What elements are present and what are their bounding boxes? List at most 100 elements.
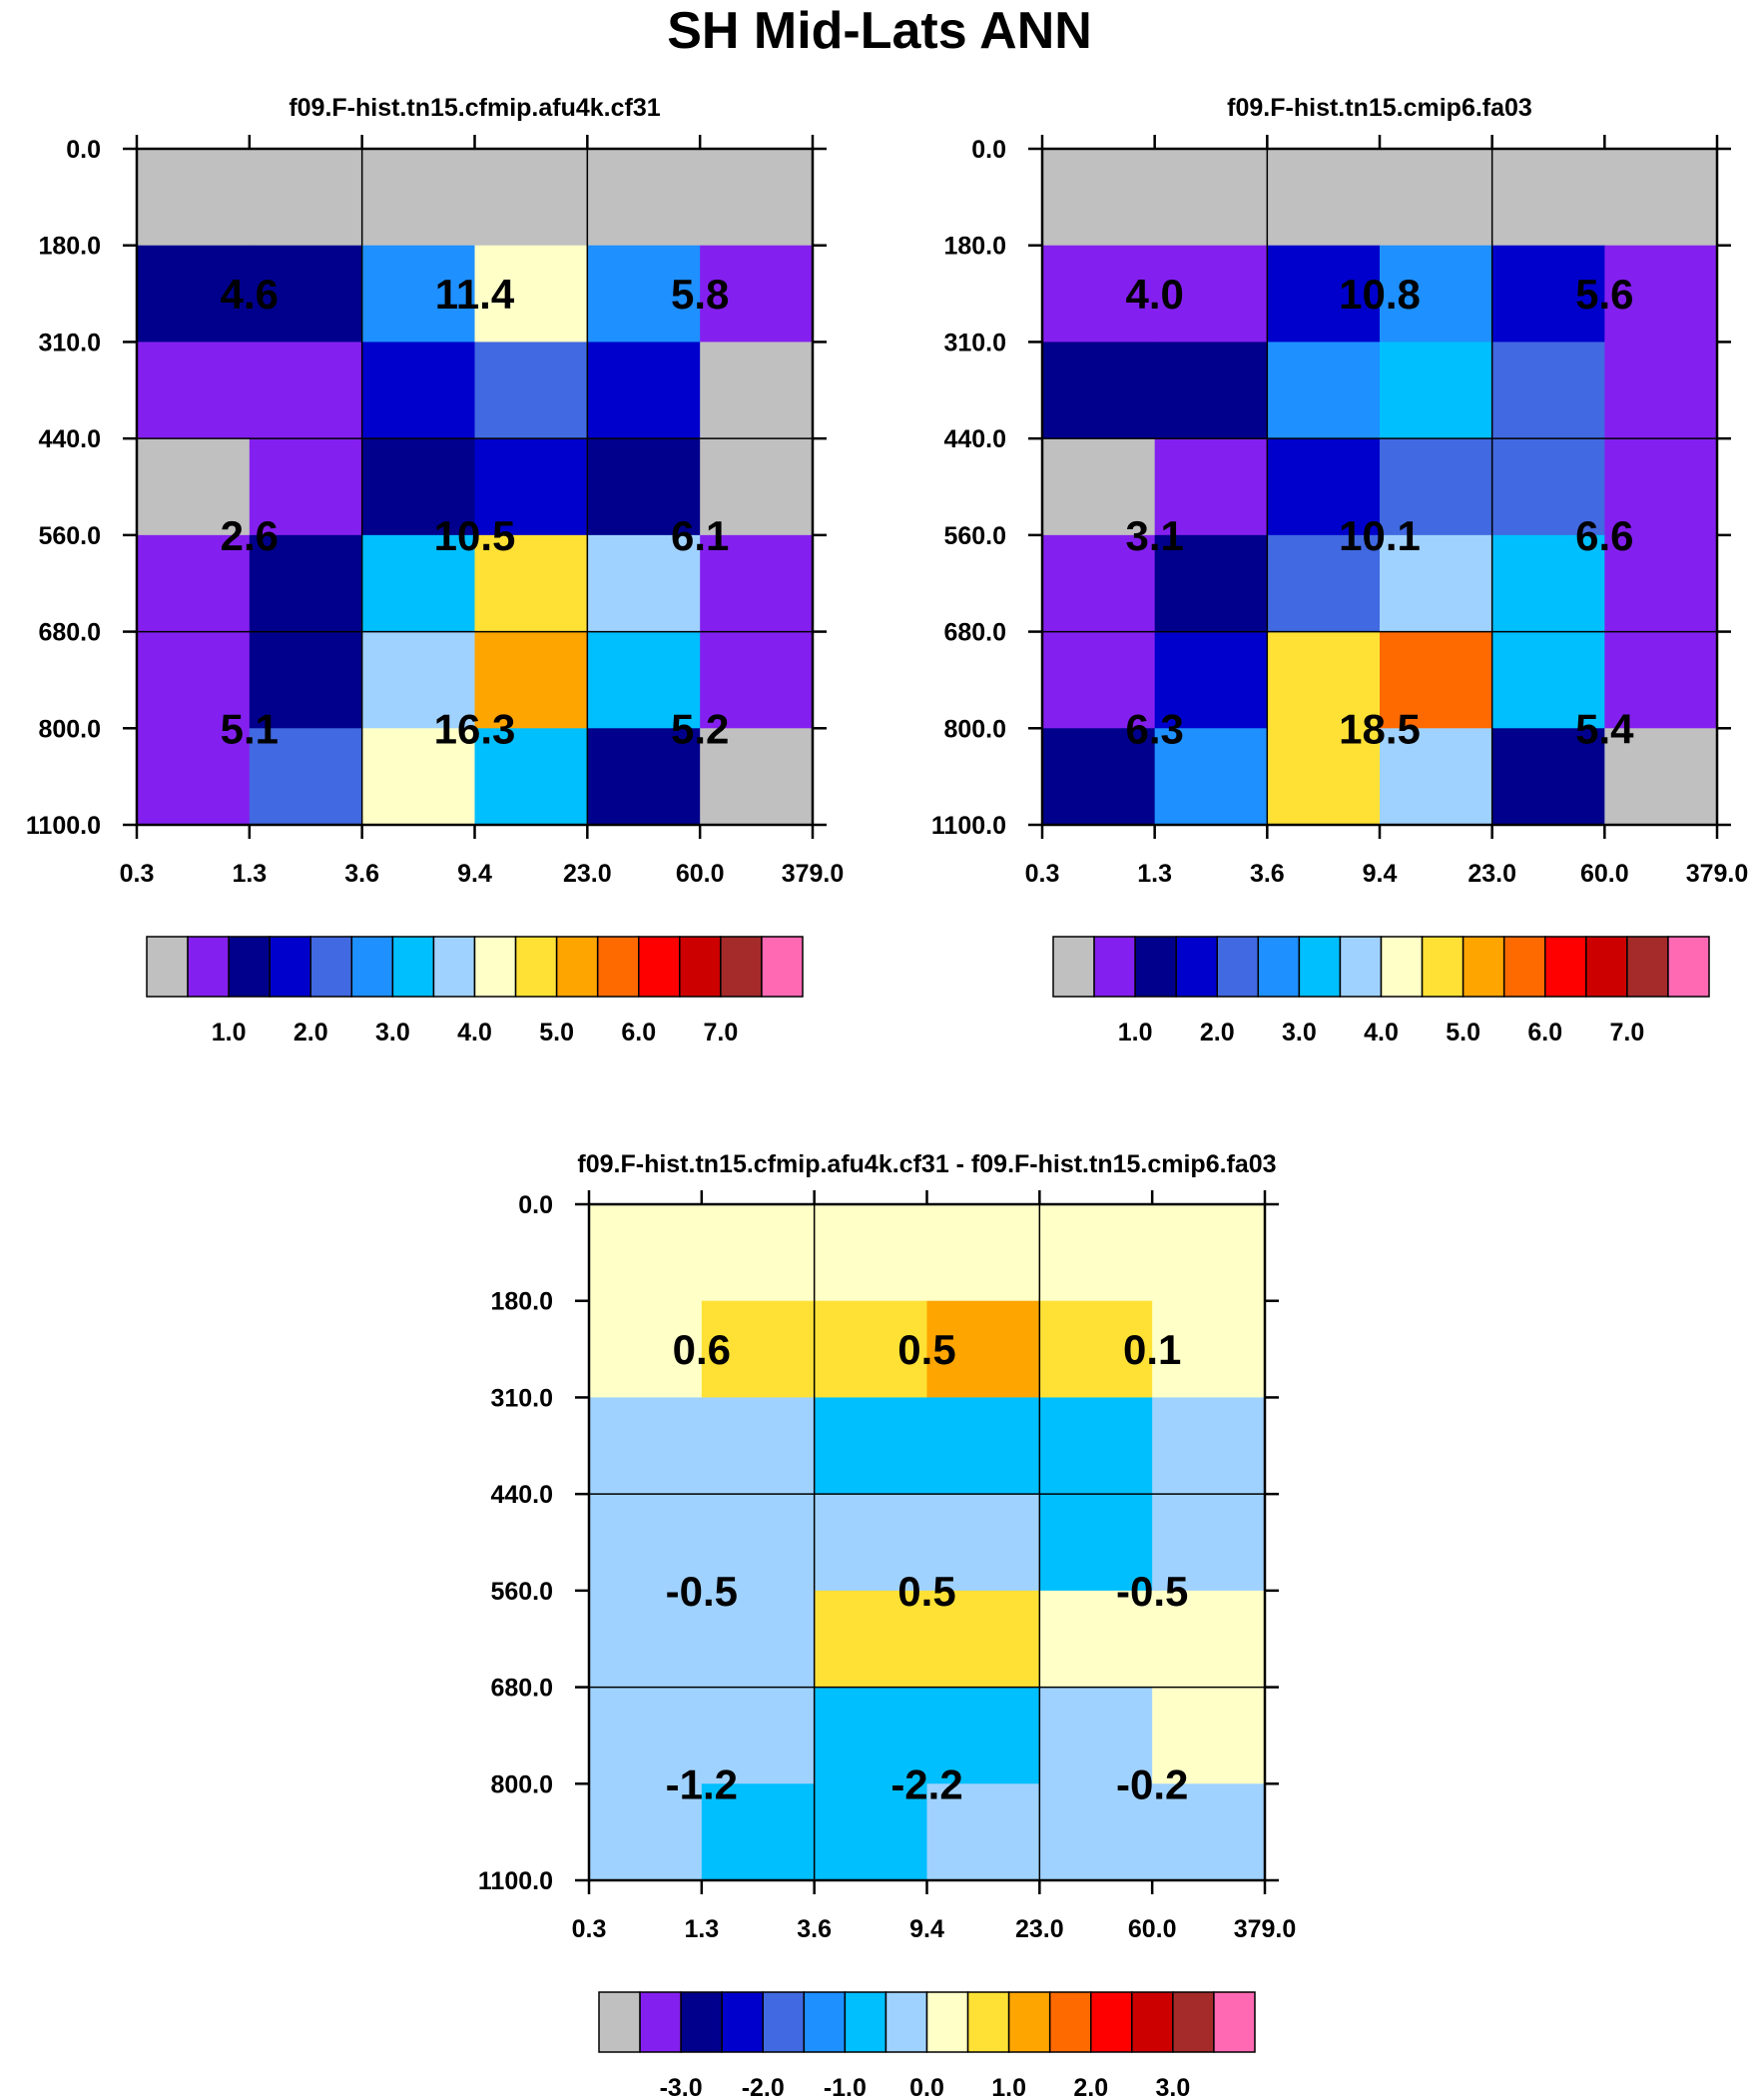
colorbar-swatch bbox=[884, 1991, 928, 2053]
colorbar-tick-label: 4.0 bbox=[1364, 1019, 1399, 1047]
heatmap-cell bbox=[587, 149, 701, 247]
heatmap-cell bbox=[1491, 438, 1605, 536]
colorbar-swatch bbox=[1052, 936, 1095, 998]
heatmap-cell bbox=[361, 728, 476, 826]
heatmap-cell bbox=[814, 1783, 928, 1881]
colorbar-swatch bbox=[925, 1991, 969, 2053]
colorbar-swatch bbox=[1421, 936, 1465, 998]
panels: f09.F-hist.tn15.cfmip.afu4k.cf31 0.3 1.3 3.… bbox=[26, 94, 1748, 2100]
heatmap-cell bbox=[474, 149, 588, 247]
heatmap-cell bbox=[700, 245, 814, 344]
heatmap-cell bbox=[700, 438, 814, 536]
colorbar-swatch bbox=[1134, 936, 1177, 998]
heatmap-cell bbox=[1042, 149, 1156, 247]
value-label: 18.5 bbox=[1339, 705, 1421, 752]
colorbar-swatch bbox=[555, 936, 599, 998]
value-label: 6.1 bbox=[671, 512, 729, 559]
colorbar-tick-label: 2.0 bbox=[293, 1019, 328, 1047]
colorbar-tick-label: 2.0 bbox=[1200, 1019, 1235, 1047]
value-label: -0.5 bbox=[1116, 1568, 1188, 1615]
value-label: 10.1 bbox=[1339, 512, 1421, 559]
heatmap-cell bbox=[814, 1397, 928, 1495]
colorbar-tick-label: -1.0 bbox=[824, 2074, 867, 2100]
x-tick-label: 379.0 bbox=[782, 860, 845, 888]
heatmap-cell bbox=[814, 1590, 928, 1689]
colorbar-swatch bbox=[514, 936, 558, 998]
value-label: 4.0 bbox=[1125, 271, 1183, 318]
heatmap-cell bbox=[474, 342, 588, 439]
colorbar-swatch bbox=[1131, 1991, 1174, 2053]
heatmap-cell bbox=[700, 631, 814, 729]
heatmap-cell bbox=[926, 1300, 1040, 1399]
colorbar-tick-label: 1.0 bbox=[991, 2074, 1026, 2100]
heatmap-cell bbox=[814, 1204, 928, 1302]
heatmap-cell bbox=[587, 245, 701, 344]
heatmap-cell bbox=[249, 728, 363, 826]
heatmap-cell bbox=[1380, 342, 1493, 439]
colorbar-swatch bbox=[1093, 936, 1136, 998]
value-label: 5.6 bbox=[1575, 271, 1633, 318]
y-tick-label: 440.0 bbox=[943, 425, 1006, 453]
heatmap-cell bbox=[589, 1687, 703, 1784]
heatmap-cell bbox=[1152, 1590, 1266, 1689]
heatmap-cell bbox=[700, 342, 814, 439]
value-label: 5.2 bbox=[671, 705, 729, 752]
heatmap-cell bbox=[926, 1687, 1040, 1784]
heatmap-cell bbox=[1604, 728, 1718, 826]
colorbar-swatch bbox=[1257, 936, 1301, 998]
heatmap-cell bbox=[1267, 149, 1381, 247]
heatmap-cell bbox=[701, 1204, 816, 1302]
colorbar-swatch bbox=[1213, 1991, 1256, 2053]
heatmap-cell bbox=[474, 245, 588, 344]
heatmap-cell bbox=[137, 534, 251, 633]
heatmap-cell bbox=[700, 149, 814, 247]
y-tick-label: 680.0 bbox=[490, 1675, 553, 1703]
x-tick-label: 3.6 bbox=[344, 860, 379, 888]
colorbar-tick-label: 1.0 bbox=[212, 1019, 247, 1047]
heatmap-cell bbox=[137, 631, 251, 729]
colorbar-swatch bbox=[350, 936, 394, 998]
x-tick-label: 23.0 bbox=[1015, 1915, 1064, 1943]
heatmap-cell bbox=[1154, 149, 1268, 247]
heatmap-cell bbox=[701, 1397, 816, 1495]
chart-panel-2: f09.F-hist.tn15.cmip6.fa03 0.3 1.3 3.6 9.4 23… bbox=[931, 94, 1748, 1047]
heatmap-cell bbox=[137, 149, 251, 247]
colorbar-swatch bbox=[1048, 1991, 1092, 2053]
colorbar-tick-label: 4.0 bbox=[457, 1019, 492, 1047]
heatmap-cell bbox=[137, 438, 251, 536]
heatmap-cell bbox=[1042, 728, 1156, 826]
chart-title: f09.F-hist.tn15.cfmip.afu4k.cf31 bbox=[289, 94, 660, 122]
heatmap-cell bbox=[589, 1494, 703, 1592]
heatmap-cell bbox=[587, 728, 701, 826]
heatmap-cell bbox=[361, 149, 476, 247]
colorbar-tick-label: 1.0 bbox=[1118, 1019, 1153, 1047]
heatmap-cell bbox=[1491, 245, 1605, 344]
heatmap-cell bbox=[587, 631, 701, 729]
value-label: 2.6 bbox=[221, 512, 279, 559]
heatmap-cell bbox=[1152, 1300, 1266, 1399]
heatmap-cell bbox=[1604, 631, 1718, 729]
colorbar-tick-label: 3.0 bbox=[375, 1019, 410, 1047]
heatmap-cell bbox=[474, 534, 588, 633]
y-tick-label: 800.0 bbox=[943, 715, 1006, 743]
colorbar-swatch bbox=[1667, 936, 1710, 998]
heatmap-cell bbox=[1039, 1397, 1153, 1495]
colorbar-swatch bbox=[473, 936, 517, 998]
chart-panel-1: f09.F-hist.tn15.cfmip.afu4k.cf31 0.3 1.3 3.… bbox=[26, 94, 844, 1047]
heatmap-cell bbox=[137, 342, 251, 439]
x-tick-label: 23.0 bbox=[1467, 860, 1516, 888]
colorbar-tick-label: 5.0 bbox=[539, 1019, 574, 1047]
heatmap-cell bbox=[474, 631, 588, 729]
heatmap-cell bbox=[1380, 245, 1493, 344]
heatmap-cell bbox=[1267, 631, 1381, 729]
y-tick-label: 1100.0 bbox=[478, 1867, 553, 1895]
heatmap-cell bbox=[1154, 245, 1268, 344]
heatmap-cell bbox=[814, 1494, 928, 1592]
heatmap-cell bbox=[1152, 1687, 1266, 1784]
heatmap-cell bbox=[1491, 342, 1605, 439]
colorbar-swatch bbox=[228, 936, 271, 998]
value-label: 0.5 bbox=[897, 1326, 955, 1373]
colorbar-swatch bbox=[1090, 1991, 1133, 2053]
heatmap-cell bbox=[1380, 631, 1493, 729]
